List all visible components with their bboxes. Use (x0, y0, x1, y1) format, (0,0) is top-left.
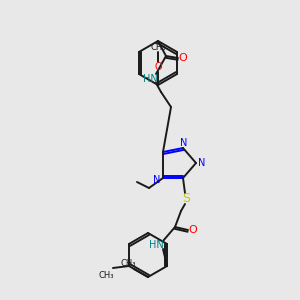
Text: N: N (153, 175, 161, 185)
Text: O: O (154, 62, 162, 72)
Text: HN: HN (142, 74, 158, 84)
Text: N: N (180, 138, 188, 148)
Text: O: O (189, 225, 197, 235)
Text: CH₃: CH₃ (150, 43, 166, 52)
Text: N: N (198, 158, 206, 168)
Text: HN: HN (148, 240, 164, 250)
Text: O: O (178, 53, 188, 63)
Text: CH₃: CH₃ (120, 260, 136, 268)
Text: S: S (182, 193, 190, 206)
Text: CH₃: CH₃ (98, 271, 114, 280)
